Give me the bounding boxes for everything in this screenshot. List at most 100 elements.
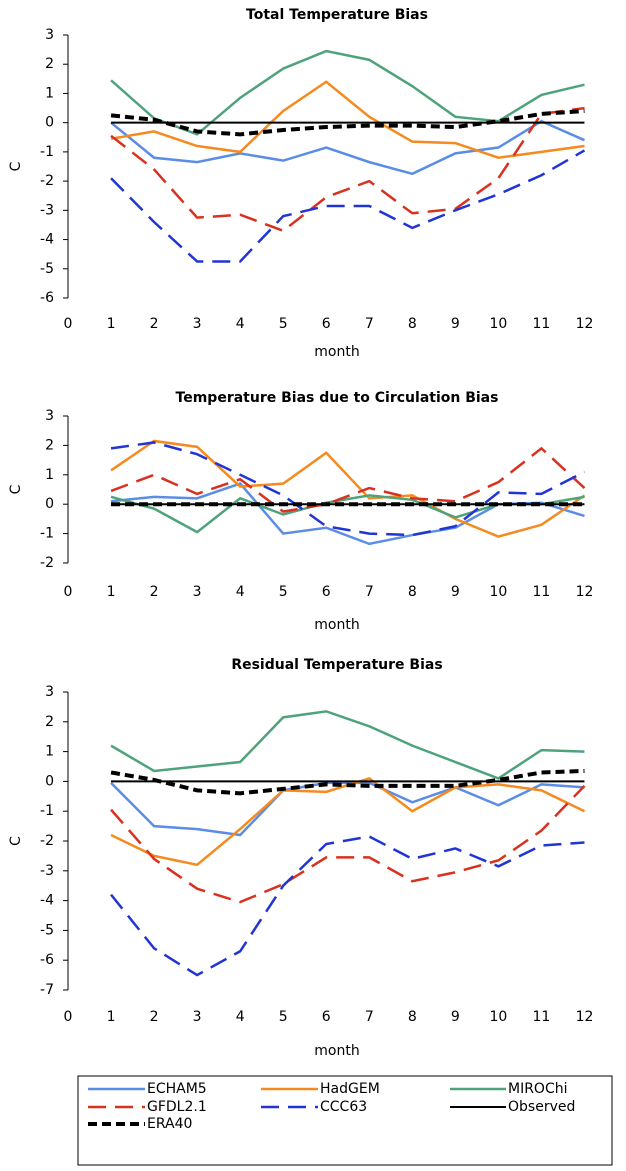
- legend-label: HadGEM: [320, 1081, 380, 1097]
- y-tick-label: -4: [40, 893, 54, 909]
- series-line: [110, 781, 585, 837]
- y-tick-label: 2: [45, 437, 54, 453]
- legend-label: Observed: [508, 1099, 575, 1115]
- x-axis-label: month: [314, 1043, 359, 1059]
- series-line: [110, 835, 585, 977]
- y-tick-label: -2: [40, 833, 54, 849]
- x-tick-label: 11: [533, 1009, 551, 1025]
- x-tick-label: 6: [322, 1009, 331, 1025]
- x-tick-label: 2: [150, 316, 159, 332]
- y-tick-label: 2: [45, 714, 54, 730]
- x-tick-label: 6: [322, 316, 331, 332]
- chart-title: Total Temperature Bias: [246, 7, 428, 23]
- legend-box: [77, 1075, 613, 1166]
- x-tick-label: 5: [279, 584, 288, 600]
- y-tick-label: -5: [40, 922, 54, 938]
- y-tick-label: -2: [40, 555, 54, 571]
- x-tick-label: 12: [576, 1009, 594, 1025]
- y-tick-label: -1: [40, 803, 54, 819]
- y-axis-label: C: [8, 161, 24, 171]
- x-tick-label: 5: [279, 316, 288, 332]
- y-tick-label: 3: [45, 408, 54, 424]
- series-line: [110, 441, 586, 537]
- y-tick-label: 1: [45, 85, 54, 101]
- x-tick-label: 10: [489, 316, 507, 332]
- x-tick-label: 1: [107, 1009, 116, 1025]
- legend-label: CCC63: [320, 1099, 367, 1115]
- x-tick-label: 0: [64, 1009, 73, 1025]
- y-tick-label: -3: [40, 863, 54, 879]
- y-tick-label: 3: [45, 27, 54, 43]
- x-tick-label: 9: [451, 316, 460, 332]
- x-tick-label: 8: [408, 584, 417, 600]
- x-tick-label: 9: [451, 1009, 460, 1025]
- series-line: [110, 108, 585, 137]
- y-axis-label: C: [8, 484, 24, 494]
- x-tick-label: 3: [193, 316, 202, 332]
- x-tick-label: 4: [236, 584, 245, 600]
- y-tick-label: -7: [40, 982, 54, 998]
- x-tick-label: 2: [150, 1009, 159, 1025]
- x-tick-label: 12: [576, 316, 594, 332]
- y-tick-label: -4: [40, 232, 54, 248]
- y-tick-label: 0: [45, 115, 54, 131]
- x-tick-label: 4: [236, 316, 245, 332]
- x-tick-label: 11: [533, 584, 551, 600]
- chart-title: Residual Temperature Bias: [231, 657, 442, 673]
- series-line: [110, 119, 585, 176]
- y-tick-label: -2: [40, 173, 54, 189]
- legend-label: GFDL2.1: [147, 1099, 207, 1115]
- x-tick-label: 10: [489, 584, 507, 600]
- x-tick-label: 3: [193, 584, 202, 600]
- x-tick-label: 7: [365, 316, 374, 332]
- series-line: [110, 49, 585, 136]
- x-tick-label: 4: [236, 1009, 245, 1025]
- y-tick-label: 3: [45, 684, 54, 700]
- y-tick-label: -1: [40, 526, 54, 542]
- y-tick-label: 2: [45, 56, 54, 72]
- series-line: [110, 768, 585, 796]
- series-line: [110, 494, 585, 534]
- x-tick-label: 9: [451, 584, 460, 600]
- series-line: [110, 106, 585, 233]
- x-tick-label: 5: [279, 1009, 288, 1025]
- series-line: [110, 777, 586, 867]
- x-tick-label: 2: [150, 584, 159, 600]
- x-tick-label: 8: [408, 1009, 417, 1025]
- y-tick-label: -3: [40, 202, 54, 218]
- x-axis-label: month: [314, 344, 359, 360]
- x-tick-label: 0: [64, 316, 73, 332]
- x-tick-label: 6: [322, 584, 331, 600]
- y-tick-label: -6: [40, 290, 54, 306]
- x-tick-label: 10: [489, 1009, 507, 1025]
- series-line: [110, 80, 585, 160]
- y-tick-label: 0: [45, 773, 54, 789]
- x-tick-label: 12: [576, 584, 594, 600]
- x-tick-label: 0: [64, 584, 73, 600]
- series-line: [110, 785, 586, 904]
- y-tick-label: -5: [40, 261, 54, 277]
- y-axis-label: C: [8, 836, 24, 846]
- x-tick-label: 7: [365, 584, 374, 600]
- y-tick-label: 1: [45, 744, 54, 760]
- x-axis-label: month: [314, 617, 359, 633]
- y-tick-label: -1: [40, 144, 54, 160]
- series-line: [110, 710, 585, 780]
- legend-label: ECHAM5: [147, 1081, 207, 1097]
- chart-title: Temperature Bias due to Circulation Bias: [176, 390, 499, 406]
- series-line: [110, 149, 586, 263]
- legend-label: ERA40: [147, 1116, 192, 1132]
- y-tick-label: -6: [40, 952, 54, 968]
- x-tick-label: 11: [533, 316, 551, 332]
- x-tick-label: 1: [107, 316, 116, 332]
- y-tick-label: 0: [45, 496, 54, 512]
- series-line: [110, 439, 586, 538]
- x-tick-label: 1: [107, 584, 116, 600]
- legend-label: MIROChi: [508, 1081, 568, 1097]
- series-line: [110, 446, 586, 513]
- x-tick-label: 7: [365, 1009, 374, 1025]
- x-tick-label: 3: [193, 1009, 202, 1025]
- x-tick-label: 8: [408, 316, 417, 332]
- y-tick-label: 1: [45, 467, 54, 483]
